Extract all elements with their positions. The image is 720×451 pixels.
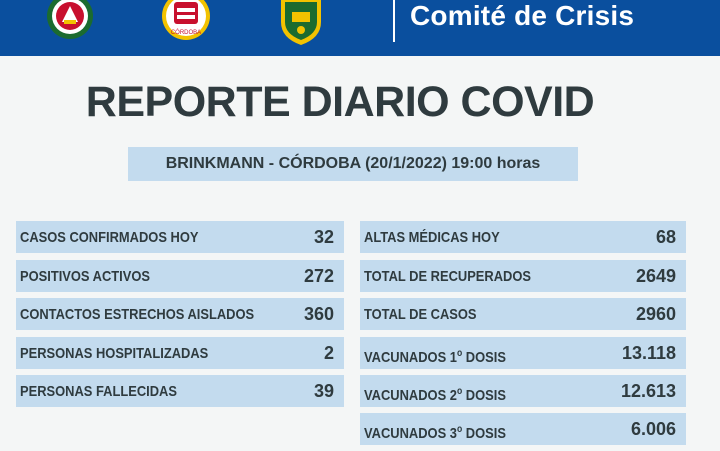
stat-row-vaccinated-dose-1: VACUNADOS 1o DOSIS 13.118 [360, 337, 686, 369]
stat-value: 360 [303, 304, 334, 324]
stat-row-active-positives: POSITIVOS ACTIVOS 272 [16, 260, 344, 292]
stat-label: CONTACTOS ESTRECHOS AISLADOS [20, 306, 255, 323]
stat-label: PERSONAS HOSPITALIZADAS [20, 345, 209, 362]
stat-label: TOTAL DE CASOS [364, 306, 477, 323]
header-divider [393, 0, 395, 42]
stat-value: 2 [323, 343, 334, 363]
stat-value: 39 [313, 381, 334, 401]
stat-row-deceased: PERSONAS FALLECIDAS 39 [16, 375, 344, 407]
header-bar: CÓRDOBA Comité de Crisis [0, 0, 720, 56]
stat-label: POSITIVOS ACTIVOS [20, 268, 150, 285]
stat-row-isolated-contacts: CONTACTOS ESTRECHOS AISLADOS 360 [16, 298, 344, 330]
report-subtitle: BRINKMANN - CÓRDOBA (20/1/2022) 19:00 ho… [128, 147, 578, 181]
stat-label: TOTAL DE RECUPERADOS [364, 268, 532, 285]
stat-row-discharges-today: ALTAS MÉDICAS HOY 68 [360, 221, 686, 253]
stat-label: VACUNADOS 1o DOSIS [364, 348, 506, 366]
municipal-shield-icon [281, 0, 321, 45]
stat-value: 6.006 [630, 419, 676, 439]
stat-label: PERSONAS FALLECIDAS [20, 383, 177, 400]
stat-value: 32 [313, 227, 334, 247]
stat-row-vaccinated-dose-2: VACUNADOS 2o DOSIS 12.613 [360, 375, 686, 407]
stat-value: 68 [655, 227, 676, 247]
stat-value: 12.613 [620, 381, 676, 401]
stat-row-hospitalized: PERSONAS HOSPITALIZADAS 2 [16, 337, 344, 369]
fire-department-emblem-icon [47, 0, 93, 39]
stat-value: 13.118 [621, 343, 676, 363]
stat-value: 2960 [635, 304, 676, 324]
stat-value: 272 [303, 266, 334, 286]
cordoba-seal-icon: CÓRDOBA [162, 0, 210, 40]
stat-label: ALTAS MÉDICAS HOY [364, 229, 500, 246]
stat-label: VACUNADOS 2o DOSIS [364, 386, 506, 404]
stat-label: CASOS CONFIRMADOS HOY [20, 229, 199, 246]
stat-row-confirmed-today: CASOS CONFIRMADOS HOY 32 [16, 221, 344, 253]
stat-value: 2649 [635, 266, 676, 286]
svg-text:CÓRDOBA: CÓRDOBA [171, 29, 201, 36]
report-title: REPORTE DIARIO COVID [85, 78, 595, 126]
stat-row-vaccinated-dose-3: VACUNADOS 3o DOSIS 6.006 [360, 413, 686, 445]
stat-row-total-cases: TOTAL DE CASOS 2960 [360, 298, 686, 330]
header-title: Comité de Crisis [410, 0, 635, 31]
stat-label: VACUNADOS 3o DOSIS [364, 424, 506, 442]
stat-row-total-recovered: TOTAL DE RECUPERADOS 2649 [360, 260, 686, 292]
